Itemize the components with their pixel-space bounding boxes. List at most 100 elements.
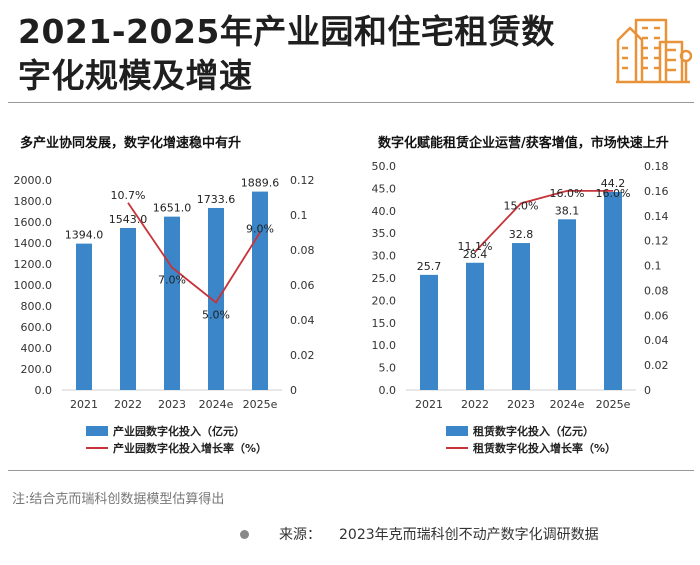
- right-axis-tick: 0.08: [290, 244, 315, 257]
- chart1-legend-line: 产业园数字化投入增长率（%）: [86, 439, 267, 456]
- left-axis-tick: 15.0: [372, 317, 397, 330]
- line-data-label: 5.0%: [202, 309, 230, 322]
- left-axis-tick: 30.0: [372, 250, 397, 263]
- right-axis-tick: 0.14: [644, 210, 669, 223]
- bar: [164, 216, 180, 390]
- right-axis-tick: 0.02: [290, 349, 315, 362]
- x-tick-label: 2025e: [596, 398, 631, 411]
- bar: [120, 227, 136, 390]
- legend-bar-swatch: [86, 425, 108, 436]
- line-data-label: 15.0%: [504, 199, 539, 212]
- right-axis-tick: 0.08: [644, 284, 669, 297]
- left-axis-tick: 35.0: [372, 227, 397, 240]
- right-axis-tick: 0.1: [644, 260, 662, 273]
- left-axis-tick: 1600.0: [14, 216, 53, 229]
- growth-line: [127, 202, 261, 304]
- right-axis-tick: 0: [290, 384, 297, 397]
- right-axis-tick: 0.16: [644, 185, 669, 198]
- right-axis-tick: 0.06: [644, 309, 669, 322]
- right-axis-tick: 0.04: [644, 334, 669, 347]
- bar-data-label: 44.2: [601, 177, 626, 190]
- left-axis-tick: 50.0: [372, 160, 397, 173]
- x-tick-label: 2023: [158, 398, 186, 411]
- left-axis-tick: 400.0: [21, 342, 53, 355]
- line-data-label: 11.1%: [458, 240, 493, 253]
- chart2-plot: 0.0 5.0 10.0 15.0 20.0 25.0 30.0 35.0 40.0 45.0 50…: [372, 160, 669, 411]
- x-tick-label: 2023: [507, 398, 535, 411]
- source-text: 2023年克而瑞科创不动产数字化调研数据: [339, 527, 599, 543]
- x-tick-label: 2024e: [550, 398, 585, 411]
- right-axis-tick: 0.04: [290, 314, 315, 327]
- bottom-divider: [8, 470, 694, 471]
- bar-data-label: 32.8: [509, 228, 534, 241]
- bar-data-label: 1651.0: [153, 202, 192, 215]
- left-axis-tick: 0.0: [379, 384, 397, 397]
- bar: [76, 243, 92, 390]
- x-tick-label: 2022: [114, 398, 142, 411]
- x-tick-label: 2022: [461, 398, 489, 411]
- top-divider: [8, 102, 694, 103]
- buildings-icon: [616, 18, 692, 84]
- left-axis-tick: 1000.0: [14, 279, 53, 292]
- left-axis-tick: 40.0: [372, 205, 397, 218]
- left-axis-tick: 5.0: [379, 362, 397, 375]
- legend-line-label: 租赁数字化投入增长率（%）: [473, 441, 617, 455]
- line-data-label: 16.0%: [596, 187, 631, 200]
- chart1-plot: 0.0200.0400.0600.0800.01000.01200.01400.…: [14, 174, 315, 411]
- bar-data-label: 38.1: [555, 204, 580, 217]
- bar-data-label: 28.4: [463, 248, 488, 261]
- line-data-label: 7.0%: [158, 274, 186, 287]
- bullet-icon: [240, 529, 249, 539]
- chart2-legend: 租赁数字化投入（亿元） 租赁数字化投入增长率（%）: [446, 422, 616, 456]
- footnote: 注:结合克而瑞科创数据模型估算得出: [12, 492, 225, 507]
- chart1-legend: 产业园数字化投入（亿元） 产业园数字化投入增长率（%）: [86, 422, 267, 456]
- legend-line-swatch: [446, 446, 468, 449]
- page-title: 2021-2025年产业园和住宅租赁数 字化规模及增速: [18, 10, 555, 98]
- bar: [466, 262, 484, 390]
- legend-bar-label: 租赁数字化投入（亿元）: [473, 424, 594, 438]
- left-axis-tick: 45.0: [372, 182, 397, 195]
- line-data-label: 16.0%: [550, 187, 585, 200]
- bar: [420, 274, 438, 390]
- x-tick-label: 2024e: [199, 398, 234, 411]
- page-title-line2: 字化规模及增速: [18, 56, 253, 95]
- line-data-label: 10.7%: [111, 189, 146, 202]
- right-axis-tick: 0.02: [644, 359, 669, 372]
- chart2-legend-line: 租赁数字化投入增长率（%）: [446, 439, 616, 456]
- bar: [558, 219, 576, 390]
- chart1-legend-bar: 产业园数字化投入（亿元）: [86, 422, 267, 439]
- page-title-line1: 2021-2025年产业园和住宅租赁数: [18, 12, 555, 51]
- left-axis-tick: 800.0: [21, 300, 53, 313]
- line-data-label: 9.0%: [246, 223, 274, 236]
- x-tick-label: 2021: [415, 398, 443, 411]
- right-axis-tick: 0.1: [290, 209, 308, 222]
- bar-data-label: 1394.0: [65, 229, 104, 242]
- right-axis-tick: 0: [644, 384, 651, 397]
- bar-data-label: 1733.6: [197, 193, 236, 206]
- left-axis-tick: 1200.0: [14, 258, 53, 271]
- right-axis-tick: 0.06: [290, 279, 315, 292]
- left-axis-tick: 600.0: [21, 321, 53, 334]
- right-axis-tick: 0.12: [644, 235, 669, 248]
- right-axis-tick: 0.18: [644, 160, 669, 173]
- x-tick-label: 2021: [70, 398, 98, 411]
- source-label: 来源：: [279, 527, 321, 543]
- source-line: 来源： 2023年克而瑞科创不动产数字化调研数据: [240, 524, 599, 544]
- chart2-title: 数字化赋能租赁企业运营/获客增值，市场快速上升: [378, 136, 669, 151]
- chart1-title: 多产业协同发展，数字化增速稳中有升: [20, 136, 242, 151]
- bar: [208, 207, 224, 390]
- x-tick-label: 2025e: [243, 398, 278, 411]
- legend-line-swatch: [86, 446, 108, 449]
- left-axis-tick: 20.0: [372, 294, 397, 307]
- legend-line-label: 产业园数字化投入增长率（%）: [113, 441, 268, 455]
- left-axis-tick: 200.0: [21, 363, 53, 376]
- legend-bar-swatch: [446, 425, 468, 436]
- bar: [252, 191, 268, 390]
- right-axis-tick: 0.12: [290, 174, 315, 187]
- bar-data-label: 25.7: [417, 260, 442, 273]
- legend-bar-label: 产业园数字化投入（亿元）: [113, 424, 245, 438]
- chart2-legend-bar: 租赁数字化投入（亿元）: [446, 422, 616, 439]
- bar-data-label: 1889.6: [241, 177, 280, 190]
- left-axis-tick: 25.0: [372, 272, 397, 285]
- left-axis-tick: 1800.0: [14, 195, 53, 208]
